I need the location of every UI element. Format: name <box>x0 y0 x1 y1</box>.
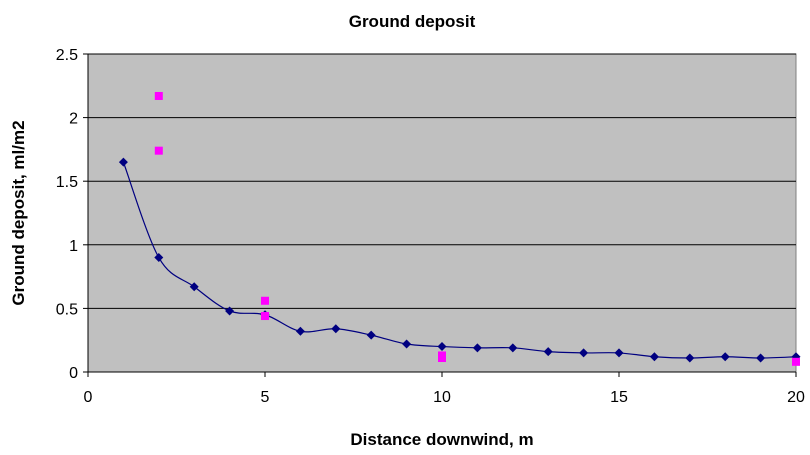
series-markers-group <box>118 91 801 366</box>
series-2-point <box>261 312 269 321</box>
series-1-point <box>437 342 447 352</box>
series-2-point <box>154 91 163 100</box>
y-axis-label: Ground deposit, ml/m2 <box>9 120 28 305</box>
series-1-point <box>579 348 589 358</box>
x-axis-label: Distance downwind, m <box>350 430 533 449</box>
tick-labels: 0 0.5 1 1.5 2 2.5 0 5 10 15 20 <box>56 47 805 406</box>
series-2-point <box>438 354 446 363</box>
series-1-point <box>543 347 553 357</box>
series-1-point <box>189 282 199 292</box>
axes <box>83 53 797 377</box>
y-tick-label: 1.5 <box>56 174 78 191</box>
y-tick-label: 2.5 <box>56 47 78 64</box>
series-1-point <box>225 306 235 316</box>
series-1-point <box>649 352 659 362</box>
series-1-point <box>685 353 695 363</box>
series-2-point <box>792 357 800 366</box>
x-tick-label: 10 <box>433 389 451 406</box>
series-2-point <box>261 296 269 305</box>
series-1-point <box>720 352 730 362</box>
series-2-point <box>154 146 163 155</box>
x-tick-label: 0 <box>84 389 93 406</box>
series-1-point <box>154 253 164 263</box>
series-1-point <box>402 339 412 349</box>
x-tick-label: 20 <box>787 389 805 406</box>
x-tick-label: 15 <box>610 389 628 406</box>
y-tick-label: 0 <box>69 365 78 382</box>
y-tick-label: 0.5 <box>56 301 78 318</box>
series-1-point <box>118 157 128 167</box>
y-tick-label: 1 <box>69 238 78 255</box>
series-1-point <box>756 353 766 363</box>
plot-area <box>87 53 797 373</box>
series-1-point <box>472 343 482 353</box>
series-1-point <box>614 348 624 358</box>
chart-title: Ground deposit <box>349 12 476 31</box>
gridlines <box>88 53 796 309</box>
x-tick-label: 5 <box>261 389 270 406</box>
series-1-point <box>331 324 341 334</box>
series-1-point <box>295 326 305 336</box>
series-1-point <box>508 343 518 353</box>
series-1-point <box>366 330 376 340</box>
y-tick-label: 2 <box>69 111 78 128</box>
